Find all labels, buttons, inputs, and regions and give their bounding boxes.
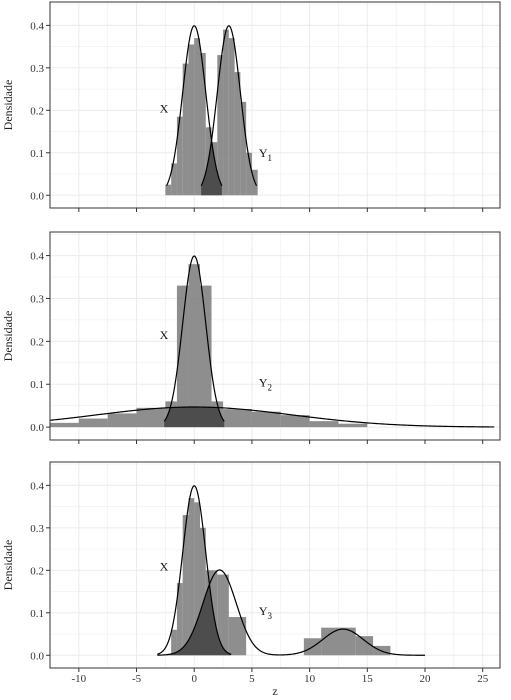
overlap-area [201, 140, 222, 196]
panel-1: 0.0 0.1 0.2 0.3 0.4 Densidade X Y1 [1, 1, 501, 212]
density-curve-2 [157, 569, 425, 656]
histogram-bar [182, 63, 189, 196]
histogram-bar [217, 574, 229, 656]
density-curve-2 [200, 25, 258, 187]
overlap-area [164, 407, 225, 428]
histogram-bar [165, 184, 172, 196]
x-tick-label: 0 [191, 673, 197, 685]
y-tick-label: 0.1 [30, 379, 44, 391]
histogram-bar [171, 629, 177, 656]
y-tick-label: 0.4 [30, 480, 44, 492]
x-tick-label: 20 [420, 673, 432, 685]
overlap-area [157, 584, 232, 656]
histogram-bar [338, 627, 356, 656]
histogram-bar [194, 502, 200, 656]
density-curve-1 [157, 485, 232, 655]
x-tick-label: -10 [72, 673, 87, 685]
label-x: X [160, 559, 169, 573]
panel-frame [49, 231, 501, 441]
histogram-bar [234, 72, 241, 196]
y-axis-title: Densidade [1, 311, 15, 362]
y-tick-label: 0.1 [30, 608, 44, 620]
histogram-bar [200, 285, 212, 428]
histogram-bar [309, 421, 339, 428]
histogram-bar [228, 38, 235, 196]
panel-background [50, 2, 500, 208]
y-tick-label: 0.1 [30, 148, 44, 160]
histogram-bar [200, 527, 206, 656]
histogram-bar [246, 152, 252, 196]
panel-frame [49, 1, 501, 209]
histogram-bar [176, 285, 189, 428]
density-curve-1 [165, 25, 223, 187]
y-tick-label: 0.0 [30, 650, 44, 662]
histogram-bar [280, 415, 310, 428]
label-x: X [160, 328, 169, 342]
label-x: X [160, 101, 169, 115]
histogram-bar [50, 422, 79, 428]
y-tick-label: 0.3 [30, 63, 44, 75]
y-tick-label: 0.0 [30, 422, 44, 434]
y-tick-label: 0.4 [30, 20, 44, 32]
histogram-bar [188, 498, 195, 656]
x-tick-label: -5 [132, 673, 142, 685]
histogram-bar [200, 52, 206, 196]
histogram-bar [223, 29, 229, 196]
x-tick-label: 10 [304, 673, 316, 685]
density-curve-2 [49, 406, 495, 428]
y-tick-label: 0.4 [30, 251, 44, 263]
label-y: Y3 [259, 604, 273, 621]
density-curve-1 [163, 255, 225, 422]
histogram-bar [223, 409, 252, 428]
x-tick-label: 15 [362, 673, 374, 685]
histogram-bar [182, 515, 189, 656]
histogram-bar [171, 163, 177, 196]
y-axis-title: Densidade [1, 540, 15, 591]
panel-background [50, 462, 500, 668]
y-tick-label: 0.3 [30, 293, 44, 305]
x-tick-label: 5 [249, 673, 255, 685]
histogram-bar [176, 116, 183, 196]
panel-background [50, 232, 500, 440]
panel-3: 0.0 0.1 0.2 0.3 0.4 Densidade X Y3 [1, 461, 501, 672]
histogram-bar [240, 101, 247, 196]
histogram-bar [355, 636, 374, 656]
histogram-bar [107, 413, 137, 428]
y-axis-title: Densidade [1, 80, 15, 131]
x-axis-title: z [272, 684, 277, 698]
label-y: Y1 [259, 146, 272, 163]
x-tick-label: 25 [477, 673, 489, 685]
label-y: Y2 [259, 375, 272, 392]
histogram-bar [176, 583, 183, 656]
histogram-bar [251, 411, 281, 428]
panel-frame [49, 461, 501, 669]
y-tick-label: 0.3 [30, 523, 44, 535]
y-tick-label: 0.2 [30, 565, 44, 577]
histogram-bar [136, 407, 166, 428]
histogram-bar [228, 617, 247, 656]
histogram-bar [321, 627, 339, 656]
histogram-bar [194, 38, 200, 196]
histogram-bar [188, 264, 200, 428]
panel-2: 0.0 0.1 0.2 0.3 0.4 Densidade X Y2 [1, 231, 501, 444]
histogram-bar [188, 44, 195, 196]
histogram-bar [338, 423, 368, 428]
y-tick-label: 0.0 [30, 190, 44, 202]
histogram-bar [217, 55, 224, 196]
y-tick-label: 0.2 [30, 105, 44, 117]
histogram-bar [78, 418, 108, 428]
y-tick-label: 0.2 [30, 336, 44, 348]
